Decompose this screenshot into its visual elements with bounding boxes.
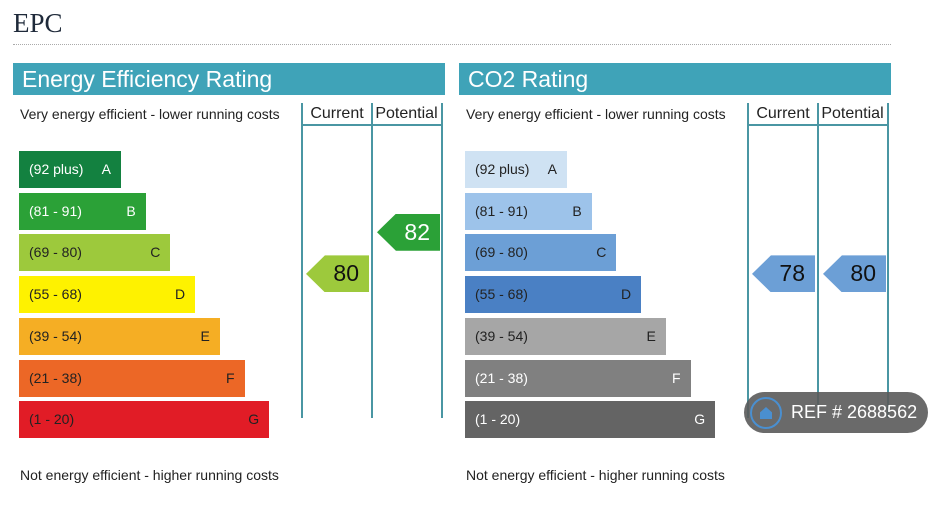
band-letter: F xyxy=(225,369,235,386)
top-label: Very energy efficient - lower running co… xyxy=(20,106,280,122)
band-letter: B xyxy=(126,202,136,219)
divider xyxy=(13,44,891,45)
band-g: (1 - 20) G xyxy=(19,401,270,439)
band-d: (55 - 68) D xyxy=(19,276,196,314)
band-a: (92 plus) A xyxy=(19,151,121,188)
band-range: (69 - 80) xyxy=(29,244,82,261)
band-e: (39 - 54) E xyxy=(465,317,666,355)
potential-header: Potential xyxy=(818,103,887,126)
band-letter: E xyxy=(200,327,210,344)
bottom-label: Not energy efficient - higher running co… xyxy=(466,467,725,483)
page-title: EPC xyxy=(13,8,63,38)
band-letter: G xyxy=(694,411,706,428)
band-range: (21 - 38) xyxy=(29,369,82,386)
band-f: (21 - 38) F xyxy=(19,359,245,397)
band-range: (81 - 91) xyxy=(29,202,82,219)
current-column: Current xyxy=(747,103,819,418)
band-f: (21 - 38) F xyxy=(465,359,691,397)
current-header: Current xyxy=(303,103,371,126)
band-letter: B xyxy=(572,202,582,219)
potential-column: Potential xyxy=(372,103,443,418)
co2-rating-chart: CO2 Rating Very energy efficient - lower… xyxy=(459,63,891,503)
band-letter: E xyxy=(646,327,656,344)
chart-title: CO2 Rating xyxy=(459,63,891,95)
band-letter: A xyxy=(101,161,111,177)
band-range: (81 - 91) xyxy=(475,202,528,219)
potential-header: Potential xyxy=(372,103,441,126)
band-range: (55 - 68) xyxy=(475,286,528,303)
band-a: (92 plus) A xyxy=(465,151,567,188)
band-c: (69 - 80) C xyxy=(19,234,171,272)
current-header: Current xyxy=(749,103,817,126)
band-letter: C xyxy=(596,244,607,261)
band-g: (1 - 20) G xyxy=(465,401,716,439)
band-letter: G xyxy=(248,411,260,428)
band-range: (21 - 38) xyxy=(475,369,528,386)
band-letter: F xyxy=(671,369,681,386)
band-c: (69 - 80) C xyxy=(465,234,617,272)
band-b: (81 - 91) B xyxy=(465,192,592,230)
band-range: (39 - 54) xyxy=(475,327,528,344)
band-range: (69 - 80) xyxy=(475,244,528,261)
bottom-label: Not energy efficient - higher running co… xyxy=(20,467,279,483)
band-range: (1 - 20) xyxy=(29,411,75,428)
band-range: (39 - 54) xyxy=(29,327,82,344)
ref-badge: REF # 2688562 xyxy=(744,392,928,433)
band-e: (39 - 54) E xyxy=(19,317,220,355)
energy-efficiency-chart: Energy Efficiency Rating Very energy eff… xyxy=(13,63,445,503)
band-letter: C xyxy=(150,244,161,261)
current-column: Current xyxy=(301,103,373,418)
band-range: (55 - 68) xyxy=(29,286,82,303)
top-label: Very energy efficient - lower running co… xyxy=(466,106,726,122)
band-letter: D xyxy=(620,286,632,303)
band-range: (92 plus) xyxy=(475,161,530,177)
home-icon xyxy=(750,397,782,429)
chart-title: Energy Efficiency Rating xyxy=(13,63,445,95)
potential-column: Potential xyxy=(818,103,889,418)
band-b: (81 - 91) B xyxy=(19,192,146,230)
band-letter: A xyxy=(547,161,557,177)
band-d: (55 - 68) D xyxy=(465,276,642,314)
ref-text: REF # 2688562 xyxy=(791,402,918,422)
band-letter: D xyxy=(174,286,186,303)
band-range: (92 plus) xyxy=(29,161,84,177)
band-range: (1 - 20) xyxy=(475,411,521,428)
